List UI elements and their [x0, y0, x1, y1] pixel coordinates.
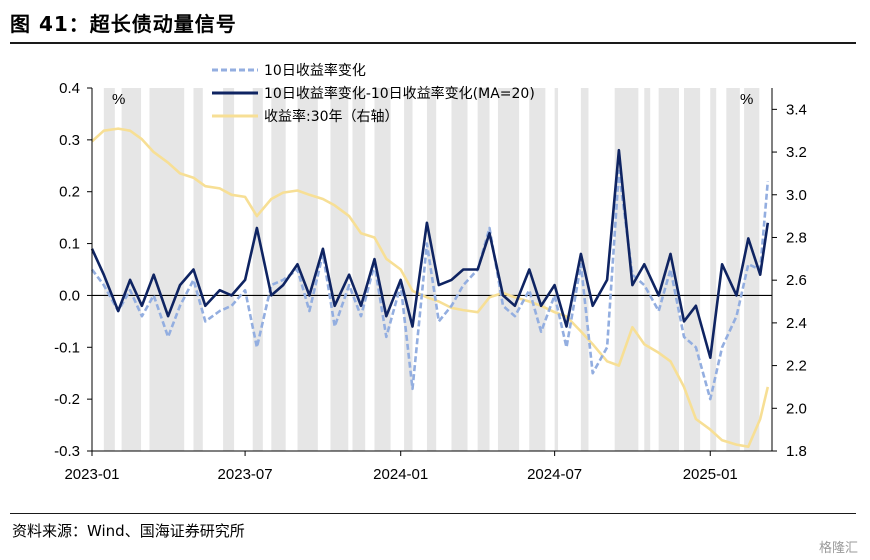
- y-left-tick-label: 0.1: [59, 236, 80, 253]
- shaded-period: [554, 88, 559, 451]
- shaded-period: [529, 88, 546, 451]
- axes: 0.4 0.3 0.2 0.1 0.0 -0.1 -0.2 -0.3 3.4 3.2 3.0 2.8 2…: [54, 80, 807, 483]
- x-tick-label: 2024-01: [373, 466, 428, 483]
- shaded-period: [330, 88, 349, 451]
- y-left-tick-label: -0.1: [54, 339, 80, 356]
- y-right-tick-label: 3.0: [786, 187, 807, 204]
- shaded-period: [223, 88, 235, 451]
- y-right-tick-label: 2.2: [786, 358, 807, 375]
- shaded-period: [193, 88, 203, 451]
- shaded-periods: [103, 88, 760, 451]
- legend-label-2: 10日收益率变化-10日收益率变化(MA=20): [264, 85, 535, 102]
- shaded-period: [404, 88, 413, 451]
- x-tick-label: 2024-07: [527, 466, 582, 483]
- series-lines: [90, 127, 770, 449]
- shaded-period: [103, 88, 115, 451]
- shaded-period: [121, 88, 142, 451]
- shaded-period: [374, 88, 391, 451]
- series-line-1: [90, 169, 770, 401]
- legend: 10日收益率变化 10日收益率变化-10日收益率变化(MA=20) 收益率:30年（…: [212, 62, 535, 125]
- x-tick-label: 2023-01: [64, 466, 119, 483]
- shaded-period: [684, 88, 701, 451]
- source-note: 资料来源：Wind、国海证券研究所: [12, 522, 245, 540]
- y-right-tick-label: 2.0: [786, 400, 807, 417]
- y-left-tick-label: -0.3: [54, 443, 80, 460]
- y-right-tick-label: 3.4: [786, 101, 807, 118]
- shaded-period: [149, 88, 185, 451]
- y-left-tick-label: -0.2: [54, 391, 80, 408]
- chart: 0.4 0.3 0.2 0.1 0.0 -0.1 -0.2 -0.3 3.4 3.2 3.0 2.8 2…: [54, 62, 807, 483]
- source-rule: [10, 513, 856, 514]
- shaded-period: [497, 88, 520, 451]
- y-right-tick-label: 2.6: [786, 272, 807, 289]
- y-right-unit: %: [740, 91, 753, 108]
- shaded-period: [710, 88, 717, 451]
- y-right-tick-label: 2.4: [786, 315, 807, 332]
- series-line-3: [91, 127, 770, 449]
- shaded-period: [451, 88, 468, 451]
- shaded-period: [614, 88, 639, 451]
- title-rule: [10, 42, 856, 44]
- shaded-period: [297, 88, 318, 451]
- y-right-tick-label: 1.8: [786, 443, 807, 460]
- legend-label-1: 10日收益率变化: [264, 62, 366, 79]
- y-left-tick-label: 0.4: [59, 80, 80, 97]
- y-right-tick-label: 2.8: [786, 229, 807, 246]
- x-tick-label: 2023-07: [218, 466, 273, 483]
- shaded-period: [726, 88, 740, 451]
- y-left-unit: %: [112, 91, 125, 108]
- y-right-tick-label: 3.2: [786, 144, 807, 161]
- shaded-period: [352, 88, 366, 451]
- watermark: 格隆汇: [818, 541, 858, 556]
- y-left-tick-label: 0.3: [59, 132, 80, 149]
- shaded-period: [271, 88, 286, 451]
- legend-label-3: 收益率:30年（右轴）: [264, 108, 399, 125]
- y-left-tick-label: 0.0: [59, 287, 80, 304]
- shaded-period: [252, 88, 263, 451]
- y-left-tick-label: 0.2: [59, 184, 80, 201]
- shaded-period: [658, 88, 679, 451]
- x-tick-label: 2025-01: [683, 466, 738, 483]
- series-line-2: [90, 148, 770, 360]
- page-title: 图 41：超长债动量信号: [10, 12, 237, 36]
- shaded-period: [477, 88, 490, 451]
- shaded-period: [744, 88, 760, 451]
